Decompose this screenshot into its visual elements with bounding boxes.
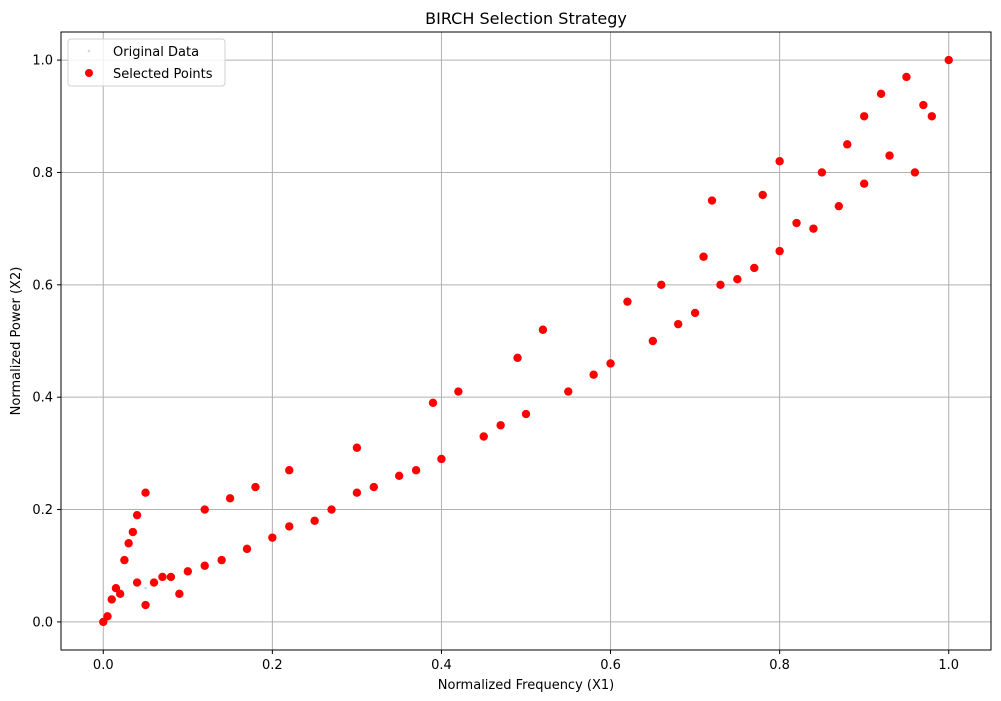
legend-marker-selected: [85, 69, 93, 77]
selected-point: [902, 72, 911, 82]
y-tick-label: 0.0: [32, 615, 53, 630]
selected-point: [149, 578, 159, 587]
selected-point: [859, 179, 869, 188]
selected-point: [141, 488, 150, 497]
y-tick-label: 0.4: [32, 391, 53, 406]
x-axis-label: Normalized Frequency (X1): [438, 678, 614, 693]
selected-point: [496, 421, 505, 430]
selected-point: [885, 151, 894, 160]
x-tick-label: 0.8: [769, 658, 790, 673]
selected-point: [285, 466, 294, 475]
selected-point: [758, 190, 767, 200]
selected-point: [107, 595, 116, 604]
chart-title: BIRCH Selection Strategy: [425, 9, 627, 28]
x-tick-label: 0.4: [431, 658, 452, 673]
selected-point: [141, 600, 150, 610]
selected-point: [834, 201, 844, 211]
selected-point: [411, 466, 421, 475]
x-tick-label: 1.0: [938, 658, 959, 673]
selected-point: [944, 55, 953, 65]
legend-label-selected: Selected Points: [113, 67, 213, 82]
selected-point: [538, 325, 548, 334]
selected-point: [310, 516, 319, 525]
selected-point: [623, 297, 632, 306]
x-tick-label: 0.6: [600, 658, 621, 673]
selected-point: [690, 308, 700, 318]
legend-box: [67, 38, 226, 87]
selected-point: [521, 409, 531, 419]
selected-point: [327, 505, 336, 514]
selected-point: [792, 218, 801, 228]
selected-point: [876, 89, 886, 99]
y-tick-label: 0.2: [32, 503, 53, 518]
selected-point: [183, 567, 193, 576]
selected-point: [268, 533, 277, 542]
selected-point: [352, 488, 362, 497]
selected-point: [673, 319, 683, 329]
selected-point: [648, 336, 658, 346]
selected-point: [128, 527, 138, 537]
selected-point: [200, 505, 209, 514]
selected-point: [657, 280, 666, 290]
selected-point: [859, 112, 869, 121]
selected-point: [927, 112, 937, 121]
selected-point: [369, 482, 379, 492]
selected-point: [817, 168, 827, 177]
y-axis-ticks: 0.0 0.2 0.4 0.6 0.8 1.0: [32, 54, 61, 630]
selected-point: [750, 263, 759, 273]
selected-point: [158, 572, 167, 582]
legend-marker-original: [87, 49, 91, 53]
selected-point: [115, 589, 125, 599]
legend: Original Data Selected Points: [67, 38, 226, 87]
selected-point: [437, 454, 446, 464]
selected-point: [242, 544, 252, 554]
selected-point: [217, 555, 226, 565]
selected-point: [513, 353, 522, 363]
selected-point: [132, 578, 142, 587]
y-tick-label: 1.0: [32, 54, 53, 69]
selected-point: [225, 494, 235, 503]
selected-point: [809, 224, 818, 233]
selected-point: [200, 561, 209, 570]
x-axis-ticks: 0.0 0.2 0.4 0.6 0.8 1.0: [93, 650, 959, 673]
selected-point: [699, 252, 708, 261]
selected-point: [716, 280, 725, 290]
selected-point: [775, 157, 784, 166]
selected-point: [132, 510, 142, 520]
plot-frame: [60, 31, 992, 651]
selected-point: [124, 539, 133, 548]
selected-point: [251, 482, 260, 492]
selected-point: [394, 471, 404, 481]
legend-label-original: Original Data: [113, 45, 199, 60]
selected-point: [166, 572, 176, 582]
selected-point: [775, 246, 784, 256]
selected-point: [285, 522, 294, 531]
selected-point: [707, 196, 717, 205]
y-tick-label: 0.6: [32, 278, 53, 293]
selected-point: [589, 370, 598, 379]
x-tick-label: 0.2: [262, 658, 283, 673]
x-tick-label: 0.0: [93, 658, 114, 673]
selected-point: [910, 168, 920, 177]
y-axis-label: Normalized Power (X2): [9, 267, 24, 416]
selected-point: [843, 140, 852, 149]
selected-point: [103, 612, 112, 621]
selected-point: [175, 589, 184, 599]
selected-point: [120, 555, 129, 565]
selected-point: [919, 100, 928, 110]
selected-point: [479, 432, 488, 441]
data-layer: [99, 55, 953, 627]
selected-point: [733, 275, 742, 284]
selected-point: [606, 359, 615, 368]
selected-point: [564, 387, 573, 396]
y-tick-label: 0.8: [32, 166, 53, 181]
selected-point: [352, 443, 362, 452]
selected-point: [454, 387, 463, 396]
original-data-point: [144, 586, 147, 590]
selected-point: [428, 398, 438, 407]
